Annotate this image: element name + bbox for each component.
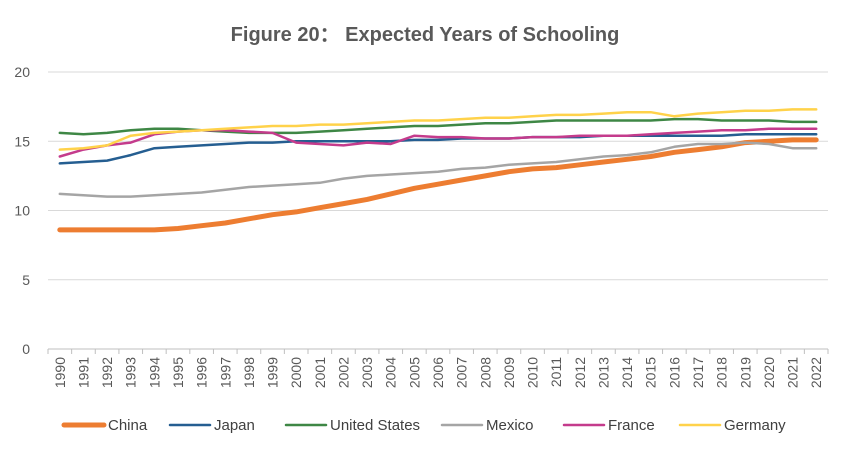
x-tick-label: 2002 <box>335 357 351 388</box>
series-line-china <box>57 137 819 233</box>
x-tick-label: 2013 <box>595 357 611 388</box>
x-tick-label: 2006 <box>430 357 446 388</box>
x-tick-label: 2003 <box>359 357 375 388</box>
y-tick-label: 0 <box>22 341 30 357</box>
chart-title: Figure 20： Expected Years of Schooling <box>230 24 620 46</box>
y-tick-label: 15 <box>14 133 30 149</box>
series-line-united-states <box>58 117 818 136</box>
x-tick-label: 2019 <box>737 357 753 388</box>
x-tick-label: 1994 <box>146 357 162 388</box>
x-tick-label: 1993 <box>123 357 139 388</box>
x-tick-label: 2016 <box>666 357 682 388</box>
series-line-mexico <box>58 141 818 198</box>
x-tick-label: 1995 <box>170 357 186 388</box>
x-tick-label: 2017 <box>690 357 706 388</box>
x-tick-label: 2020 <box>761 357 777 388</box>
x-tick-label: 1999 <box>265 357 281 388</box>
x-tick-label: 2011 <box>548 357 564 387</box>
y-tick-label: 10 <box>14 203 30 219</box>
y-tick-label: 5 <box>22 272 30 288</box>
legend-label-mexico: Mexico <box>486 417 534 434</box>
x-tick-label: 2007 <box>454 357 470 388</box>
legend-label-france: France <box>608 417 655 434</box>
x-tick-label: 2005 <box>406 357 422 388</box>
legend-label-germany: Germany <box>724 417 786 434</box>
x-tick-label: 2001 <box>312 357 328 388</box>
legend-label-united-states: United States <box>330 417 420 434</box>
x-tick-label: 1996 <box>194 357 210 388</box>
x-tick-label: 2015 <box>643 357 659 388</box>
x-tick-label: 2022 <box>808 357 824 388</box>
x-tick-label: 2010 <box>525 357 541 388</box>
series-line-japan <box>58 133 818 165</box>
series-line-germany <box>58 108 818 151</box>
x-tick-label: 2000 <box>288 357 304 388</box>
x-tick-label: 2014 <box>619 357 635 388</box>
legend-label-japan: Japan <box>214 417 255 434</box>
legend-label-china: China <box>108 417 148 434</box>
x-tick-label: 1998 <box>241 357 257 388</box>
x-tick-label: 2008 <box>477 357 493 388</box>
x-tick-label: 2018 <box>714 357 730 388</box>
x-tick-label: 1992 <box>99 357 115 388</box>
x-tick-label: 2009 <box>501 357 517 388</box>
x-tick-label: 2004 <box>383 357 399 388</box>
x-tick-label: 2021 <box>785 357 801 388</box>
x-tick-label: 1990 <box>52 357 68 388</box>
x-tick-label: 1997 <box>217 357 233 388</box>
y-tick-label: 20 <box>14 64 30 80</box>
x-tick-label: 2012 <box>572 357 588 388</box>
x-tick-label: 1991 <box>75 357 91 388</box>
